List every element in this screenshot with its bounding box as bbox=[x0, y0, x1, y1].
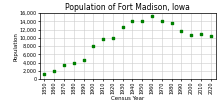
Point bbox=[82, 59, 85, 61]
Title: Population of Fort Madison, Iowa: Population of Fort Madison, Iowa bbox=[65, 3, 190, 12]
Point bbox=[209, 35, 213, 37]
Point bbox=[131, 20, 134, 22]
Point bbox=[199, 33, 203, 35]
Point bbox=[160, 21, 164, 22]
Point bbox=[62, 64, 66, 66]
Point bbox=[72, 62, 76, 63]
Point bbox=[111, 37, 115, 39]
Point bbox=[43, 73, 46, 75]
Point bbox=[141, 20, 144, 22]
Point bbox=[170, 23, 173, 24]
Point bbox=[92, 46, 95, 47]
X-axis label: Census Year: Census Year bbox=[111, 96, 144, 101]
Point bbox=[150, 15, 154, 17]
Point bbox=[101, 38, 105, 40]
Point bbox=[53, 70, 56, 72]
Point bbox=[180, 30, 183, 32]
Point bbox=[189, 34, 193, 36]
Point bbox=[121, 26, 125, 28]
Y-axis label: Population: Population bbox=[13, 32, 18, 61]
